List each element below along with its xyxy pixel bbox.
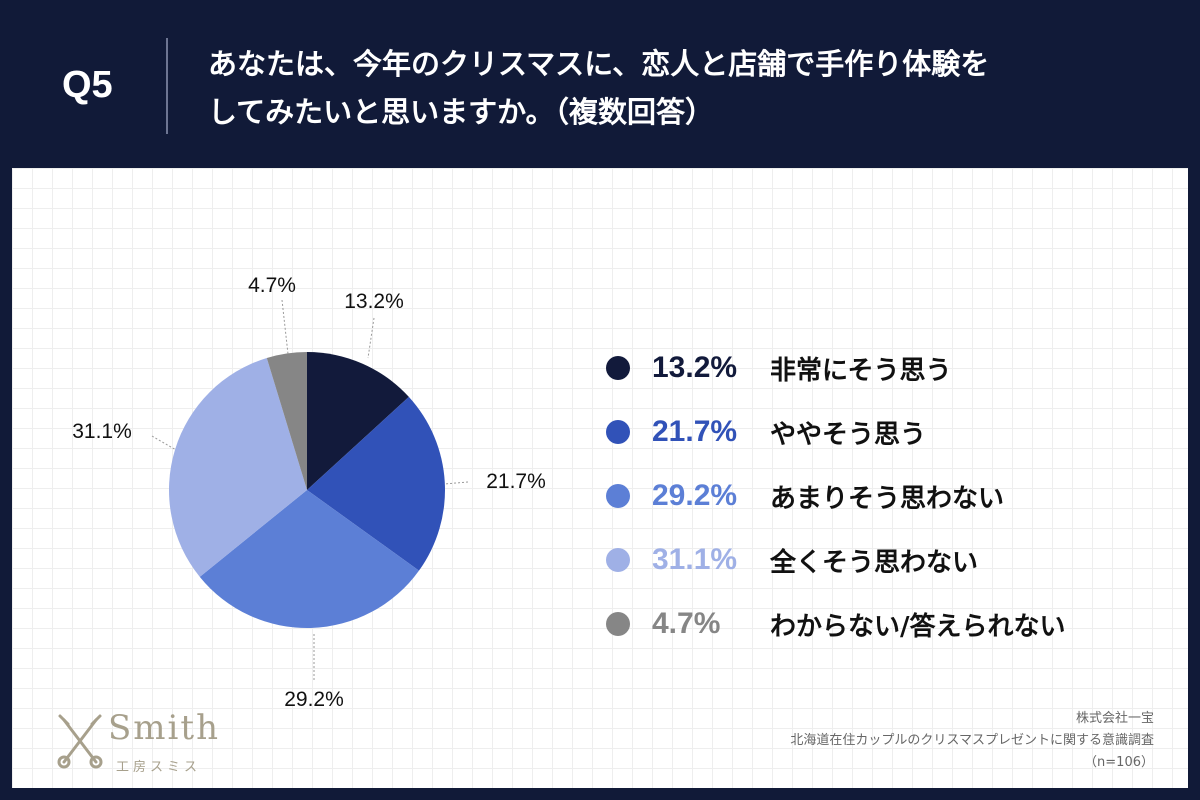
legend-item: 13.2% 非常にそう思う — [606, 336, 1186, 400]
legend-swatch — [606, 548, 630, 572]
legend-label: 非常にそう思う — [770, 355, 952, 386]
legend: 13.2% 非常にそう思う 21.7% ややそう思う 29.2% あまりそう思わない 31.… — [606, 336, 1186, 656]
pie-slice-5 — [266, 352, 307, 490]
leader-line-2 — [443, 481, 469, 485]
legend-item: 31.1% 全くそう思わない — [606, 528, 1186, 592]
question-number: Q5 — [62, 64, 113, 106]
legend-item: 29.2% あまりそう思わない — [606, 464, 1186, 528]
crossed-tools-icon — [57, 714, 103, 769]
legend-value: 29.2% — [652, 479, 738, 512]
slice-data-label-3: 29.2% — [284, 688, 344, 711]
slice-data-label-1: 13.2% — [344, 290, 404, 313]
legend-label: ややそう思う — [770, 419, 927, 450]
credit-sample: （n=106） — [1084, 755, 1154, 770]
slice-data-label-5: 4.7% — [248, 274, 296, 297]
legend-value: 13.2% — [652, 351, 738, 384]
legend-label: 全くそう思わない — [770, 547, 979, 578]
legend-swatch — [606, 484, 630, 508]
legend-swatch — [606, 420, 630, 444]
logo-name: Smith — [108, 708, 220, 748]
legend-item: 4.7% わからない/答えられない — [606, 592, 1186, 656]
leader-line-4 — [151, 435, 177, 451]
logo-subtitle: 工房スミス — [116, 760, 202, 775]
credit-survey: 北海道在住カップルのクリスマスプレゼントに関する意識調査 — [790, 733, 1154, 748]
leader-line-1 — [367, 317, 375, 359]
leader-line-5 — [281, 299, 289, 355]
pie-chart: 13.2% 21.7% 29.2% 31.1% 4.7% — [72, 274, 546, 711]
legend-swatch — [606, 356, 630, 380]
legend-value: 21.7% — [652, 415, 738, 448]
question-title: あなたは、今年のクリスマスに、恋人と店舗で手作り体験を してみたいと思いますか。… — [208, 40, 1168, 136]
question-title-line1: あなたは、今年のクリスマスに、恋人と店舗で手作り体験を — [208, 47, 990, 81]
chart-card: 13.2% 21.7% 29.2% 31.1% 4.7% 13.2% 非常にそう思う 21.… — [12, 168, 1188, 788]
pie-slice-2 — [307, 396, 445, 571]
header-divider — [166, 38, 168, 134]
slice-data-label-4: 31.1% — [72, 420, 132, 443]
pie-slice-4 — [168, 357, 307, 577]
survey-credit: 株式会社一宝 北海道在住カップルのクリスマスプレゼントに関する意識調査 （n=1… — [790, 708, 1154, 774]
legend-label: あまりそう思わない — [770, 483, 1005, 514]
legend-swatch — [606, 612, 630, 636]
pie-slice-1 — [307, 352, 409, 490]
smith-logo: Smith 工房スミス — [56, 708, 256, 778]
credit-company: 株式会社一宝 — [1075, 711, 1154, 726]
slice-data-label-2: 21.7% — [486, 470, 546, 493]
legend-label: わからない/答えられない — [770, 611, 1066, 642]
legend-value: 31.1% — [652, 543, 738, 576]
header: Q5 あなたは、今年のクリスマスに、恋人と店舗で手作り体験を してみたいと思いま… — [0, 0, 1200, 168]
legend-item: 21.7% ややそう思う — [606, 400, 1186, 464]
legend-value: 4.7% — [652, 607, 721, 640]
pie-slice-3 — [199, 490, 419, 628]
question-title-line2: してみたいと思いますか。（複数回答） — [208, 95, 715, 129]
